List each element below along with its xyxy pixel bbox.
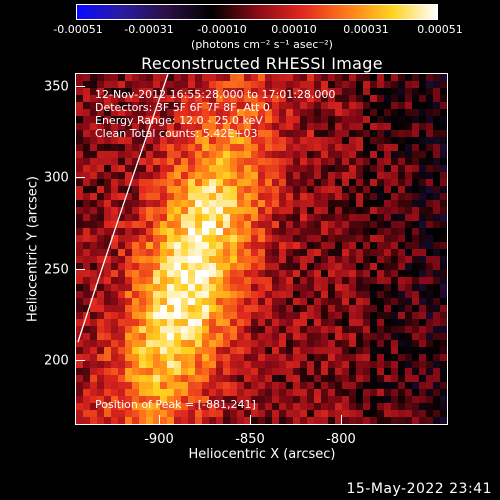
y-tick-mark [76, 360, 85, 361]
colorbar-tick-label: 0.00010 [271, 23, 317, 36]
energy-range-annotation: Energy Range: 12.0 - 25.0 keV [95, 114, 263, 127]
detectors-annotation: Detectors: 3F 5F 6F 7F 8F, Att 0 [95, 101, 270, 114]
colorbar-tick-label: -0.00010 [197, 23, 247, 36]
x-tick-mark [159, 415, 160, 424]
x-tick-label: -850 [235, 432, 265, 447]
y-tick-label: 200 [44, 353, 69, 369]
x-tick-label: -800 [326, 432, 356, 447]
colorbar-tick-label: -0.00031 [124, 23, 174, 36]
peak-position-annotation: Position of Peak = [-881,241] [95, 398, 256, 411]
colorbar-tick-label: 0.00051 [417, 23, 463, 36]
colorbar [76, 4, 438, 20]
intensity-pixels [76, 74, 447, 424]
x-tick-mark [250, 415, 251, 424]
y-tick-label: 250 [44, 262, 69, 278]
y-tick-mark [76, 177, 85, 178]
time-range-annotation: 12-Nov-2012 16:55:28.000 to 17:01:28.000 [95, 88, 336, 101]
y-axis-label: Heliocentric Y (arcsec) [25, 176, 41, 322]
y-tick-label: 300 [44, 170, 69, 186]
image-title: Reconstructed RHESSI Image [141, 54, 383, 73]
solar-limb-line [77, 74, 169, 343]
render-timestamp: 15-May-2022 23:41 [346, 481, 492, 497]
x-axis-label: Heliocentric X (arcsec) [188, 447, 336, 462]
y-tick-mark [76, 86, 85, 87]
x-tick-label: -900 [144, 432, 174, 447]
rhessi-image-map [76, 74, 447, 424]
clean-counts-annotation: Clean Total counts: 5.42E+03 [95, 127, 258, 140]
image-plot-area [75, 73, 448, 425]
colorbar-tick-label: 0.00031 [343, 23, 389, 36]
colorbar-tick-label: -0.00051 [53, 23, 103, 36]
x-tick-mark [341, 415, 342, 424]
y-tick-label: 350 [44, 79, 69, 95]
colorbar-units-label: (photons cm⁻² s⁻¹ asec⁻²) [191, 38, 333, 51]
y-tick-mark [76, 269, 85, 270]
